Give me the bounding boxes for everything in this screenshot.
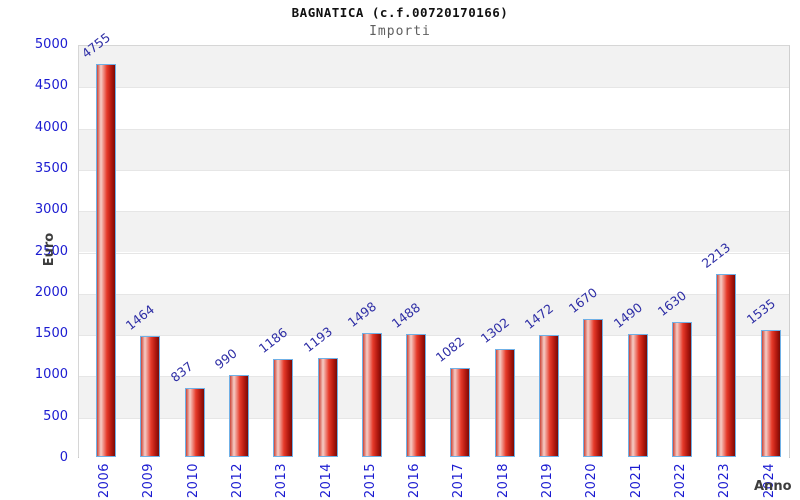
x-tick-label: 2023 [717, 463, 733, 499]
y-tick-label: 500 [43, 408, 68, 424]
x-axis-ticks: 2006 2009 2010 2012 2013 2014 2015 2016 2017 2018… [78, 463, 790, 500]
bar-2018 [494, 349, 515, 457]
x-tick-label: 2021 [628, 463, 644, 499]
bar-2021 [627, 333, 648, 457]
bar-2017 [450, 367, 471, 457]
x-tick-label: 2006 [97, 463, 112, 499]
x-tick-label: 2013 [274, 463, 290, 499]
y-tick-label: 4500 [34, 78, 68, 94]
grid-band [79, 211, 789, 253]
x-tick-label: 2014 [318, 463, 334, 499]
x-tick-label: 2018 [495, 463, 511, 499]
grid-band [79, 335, 789, 377]
grid-band [79, 128, 789, 170]
y-tick-label: 2000 [34, 284, 68, 300]
bar-2012 [228, 375, 249, 457]
y-tick-label: 1000 [34, 367, 68, 383]
bar-2016 [406, 334, 427, 457]
y-tick-label: 2500 [34, 243, 68, 259]
bar-2014 [317, 358, 338, 457]
x-tick-label: 2017 [451, 463, 467, 499]
grid-band [79, 87, 789, 129]
x-tick-label: 2009 [141, 463, 157, 499]
x-tick-label: 2020 [584, 463, 600, 499]
chart-title: BAGNATICA (c.f.00720170166) [291, 5, 509, 20]
plot-area: 4755 1464 837 990 1186 1193 1498 1488 1082 1302 14… [78, 30, 790, 459]
grid-band [79, 169, 789, 212]
y-axis-ticks: 0 500 1000 1500 2000 2500 3000 3500 4000 4500 5000 [0, 37, 74, 465]
y-tick-label: 3500 [34, 160, 68, 176]
y-tick-label: 0 [59, 450, 68, 465]
x-tick-label: 2022 [672, 463, 688, 499]
bar-2010 [184, 387, 205, 457]
bar-2009 [140, 336, 161, 457]
x-tick-label: 2012 [229, 463, 245, 499]
bar-2019 [539, 335, 559, 457]
grid-band [79, 252, 789, 294]
y-tick-label: 4000 [34, 119, 68, 135]
bar-2013 [273, 359, 294, 457]
grid-band [79, 46, 789, 88]
y-tick-label: 5000 [34, 37, 68, 52]
bar-2006 [96, 64, 116, 457]
bar-2022 [671, 322, 692, 457]
bar-2015 [361, 333, 382, 457]
x-tick-label: 2019 [540, 463, 555, 499]
chart-subtitle: Importi [369, 24, 431, 39]
x-tick-label: 2016 [407, 463, 423, 499]
bar-2023 [716, 274, 737, 457]
x-tick-label: 2015 [362, 463, 378, 499]
bar-2024 [760, 330, 781, 457]
grid-band [79, 293, 789, 336]
x-tick-label: 2010 [185, 463, 201, 499]
bar-2020 [583, 319, 604, 457]
y-tick-label: 3000 [34, 202, 68, 218]
x-axis-title: Anno [754, 479, 792, 494]
y-axis-title: Euro [42, 232, 58, 267]
y-tick-label: 1500 [34, 326, 68, 342]
